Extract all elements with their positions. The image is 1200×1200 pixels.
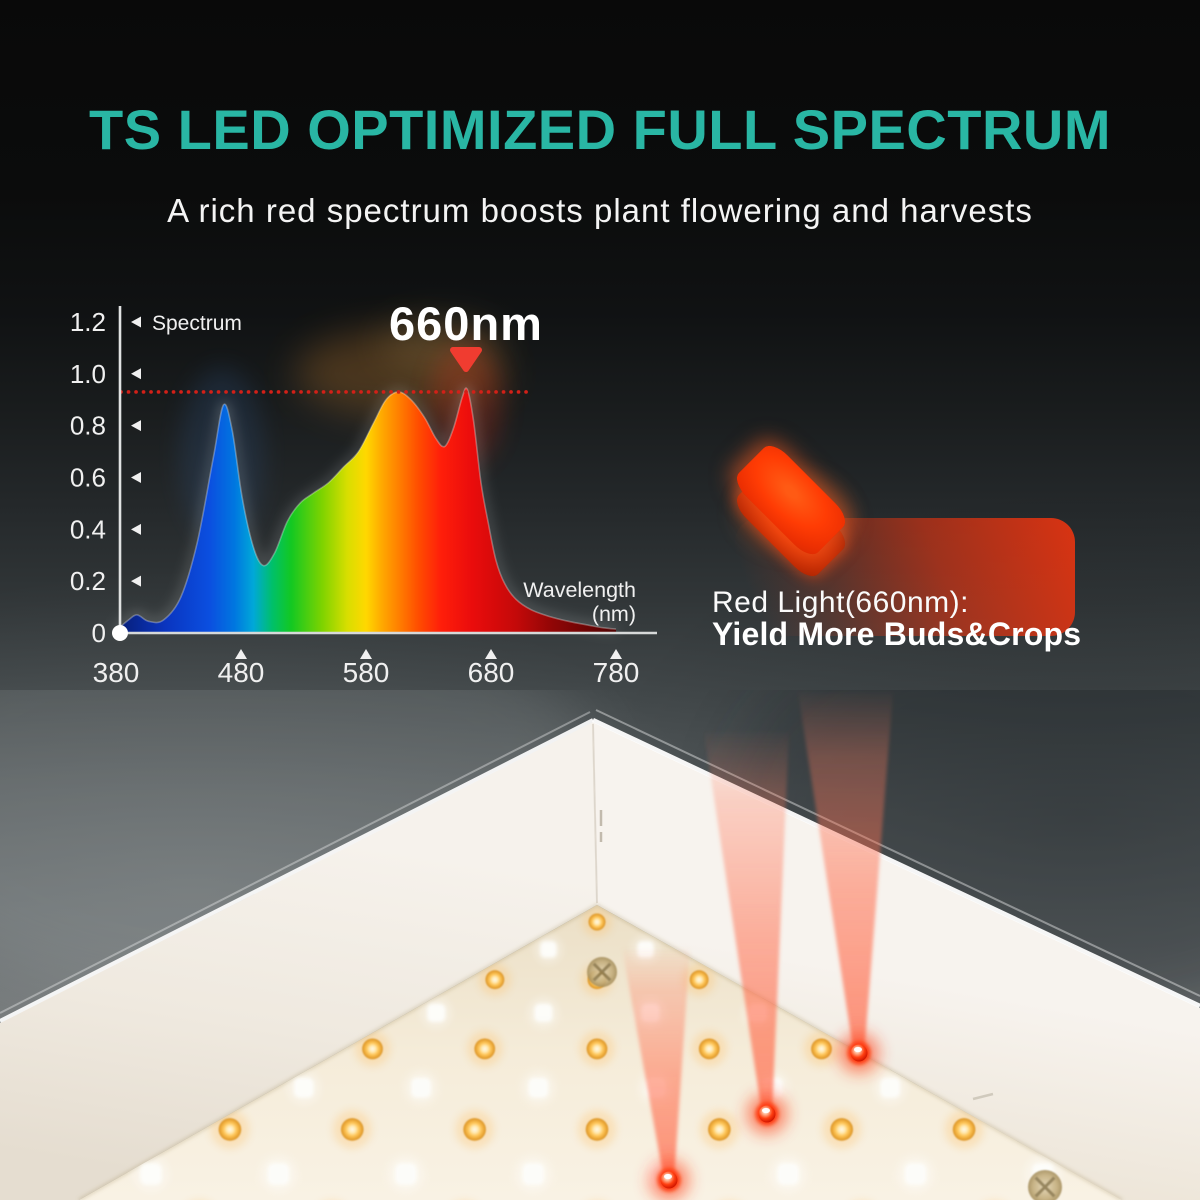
frame-right-rim: [595, 709, 1200, 997]
amber-led-icon: [708, 1118, 731, 1141]
white-led-icon: [267, 1163, 290, 1185]
y-tick-arrow-icon: [131, 368, 141, 380]
amber-led-icon: [689, 970, 709, 990]
x-tick-arrow-icon: [485, 649, 497, 659]
frame-left-rim: [0, 711, 591, 1014]
x-axis-title: Wavelength: [523, 578, 636, 602]
white-led-icon: [411, 1077, 432, 1098]
y-tick-label: 0.2: [70, 566, 106, 596]
white-led-icon: [528, 1077, 549, 1098]
spectrum-chart: 0 0.2 0.4 0.6 0.8 1.0 1.2 380 480 580 680 780 Spec…: [70, 297, 657, 688]
y-tick-label: 1.2: [70, 307, 106, 337]
frame-corner-seam: [592, 723, 598, 904]
red-light-subtitle: Yield More Buds&Crops: [712, 616, 1082, 652]
amber-led-icon: [485, 970, 505, 990]
amber-led-icon: [830, 1118, 854, 1141]
amber-led-icon: [340, 1118, 364, 1141]
white-led-icon: [395, 1163, 417, 1185]
amber-led-icon: [586, 1038, 608, 1060]
board-left-junction: [78, 903, 598, 1200]
amber-led-icon: [585, 1118, 609, 1141]
white-led-icon: [522, 1163, 545, 1185]
y-tick-label: 0.6: [70, 462, 106, 492]
spectrum-curve-edge: [115, 387, 617, 632]
y-tick-label: 0: [92, 618, 106, 648]
amber-led-icon: [362, 1038, 383, 1060]
frame-left-wall: [0, 722, 597, 1200]
white-led-icon: [534, 1003, 553, 1022]
x-tick-arrow-icon: [360, 649, 372, 659]
screw-cross: [592, 962, 612, 982]
x-tick-label: 780: [593, 657, 640, 688]
origin-dot: [112, 625, 128, 641]
red-led-chip-icon: [693, 438, 893, 588]
red-beams: [622, 692, 893, 1180]
amber-led-icon: [588, 913, 606, 931]
y-tick-arrow-icon: [131, 471, 141, 483]
amber-led-icon: [218, 1118, 242, 1141]
frame-right-edge-highlight: [592, 717, 1200, 1009]
frame-left-edge-highlight: [0, 718, 594, 1023]
red-led-specular: [762, 1107, 770, 1114]
red-beam: [704, 732, 789, 1114]
amber-led-icon: [463, 1118, 486, 1141]
x-tick-label: 480: [218, 657, 265, 688]
white-led-icon: [427, 1003, 446, 1022]
red-led-icon: [747, 1094, 787, 1134]
red-led-icon: [649, 1160, 689, 1200]
y-tick-label: 0.8: [70, 411, 106, 441]
y-tick-label: 1.0: [70, 359, 106, 389]
screw-icon: [587, 957, 617, 987]
red-leds: [649, 1033, 879, 1200]
screw-icon: [1028, 1170, 1062, 1200]
red-led-specular: [664, 1173, 672, 1180]
red-led-specular: [854, 1046, 862, 1053]
y-axis-ticks: 0 0.2 0.4 0.6 0.8 1.0 1.2: [70, 307, 141, 648]
white-led-icon: [904, 1163, 927, 1185]
white-led-icon: [140, 1163, 162, 1185]
y-axis-title: Spectrum: [152, 312, 242, 335]
triangle-down-icon: [450, 347, 482, 372]
amber-led-icon: [952, 1118, 976, 1141]
spectrum-curve: [116, 388, 616, 633]
amber-led-icon: [474, 1038, 496, 1060]
white-led-icon: [540, 941, 557, 958]
x-axis-ticks: 380 480 580 680 780: [93, 649, 640, 688]
white-led-icon: [880, 1077, 901, 1098]
y-tick-arrow-icon: [131, 575, 141, 587]
red-beam: [798, 692, 893, 1055]
x-axis-title-unit: (nm): [592, 602, 636, 626]
x-tick-arrow-icon: [235, 649, 247, 659]
white-led-icon: [777, 1163, 799, 1185]
page-subtitle: A rich red spectrum boosts plant floweri…: [167, 192, 1033, 229]
led-panel-photo: [0, 690, 1200, 1200]
y-tick-arrow-icon: [131, 420, 141, 432]
peak-annotation-660nm: 660nm: [389, 297, 543, 350]
page-title: TS LED OPTIMIZED FULL SPECTRUM: [89, 98, 1111, 161]
x-tick-label: 580: [343, 657, 390, 688]
red-beam: [622, 948, 690, 1180]
screws: [587, 957, 1062, 1200]
screw-cross: [1034, 1176, 1056, 1198]
x-tick-arrow-icon: [610, 649, 622, 659]
y-tick-arrow-icon: [131, 523, 141, 535]
amber-led-icon: [811, 1038, 832, 1060]
x-tick-label: 680: [468, 657, 515, 688]
red-led-icon: [839, 1033, 879, 1073]
y-tick-arrow-icon: [131, 316, 141, 328]
red-light-title: Red Light(660nm):: [712, 586, 969, 619]
amber-led-icon: [698, 1038, 720, 1060]
seam-dash: [972, 1092, 994, 1101]
x-tick-label: 380: [93, 657, 140, 688]
white-led-icon: [293, 1077, 314, 1098]
y-tick-label: 0.4: [70, 514, 106, 544]
